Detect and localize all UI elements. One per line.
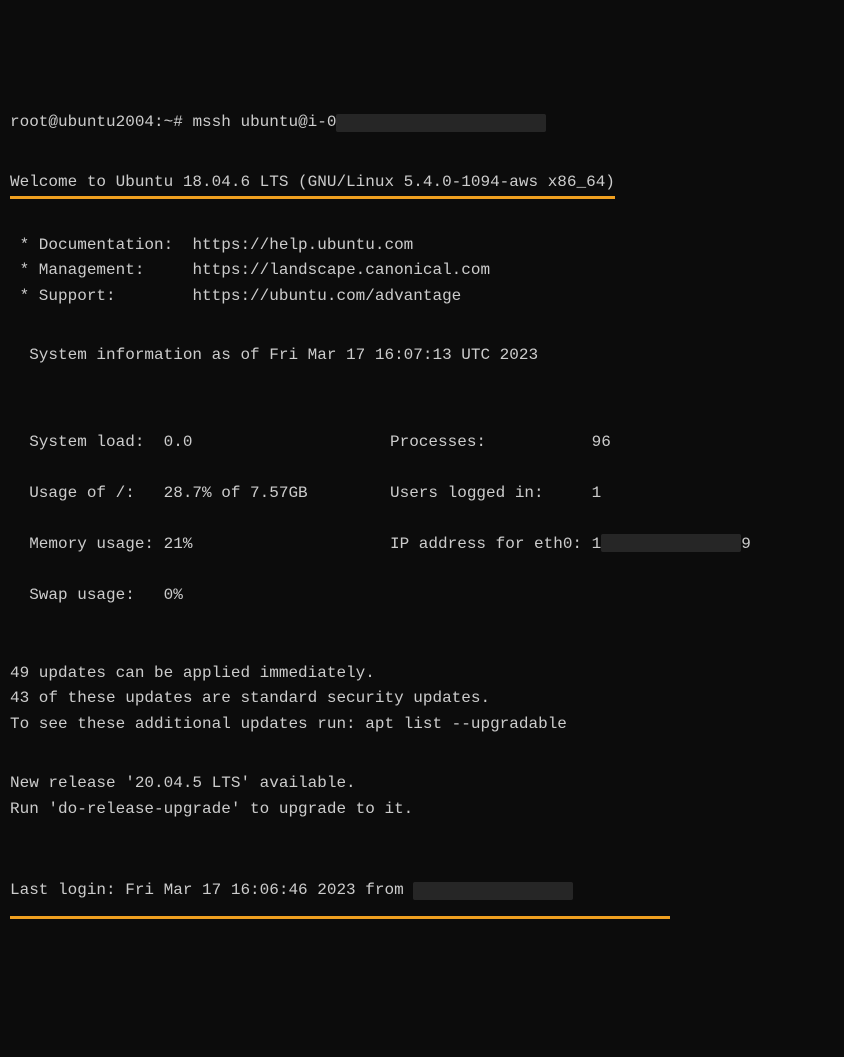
release-block: New release '20.04.5 LTS' available.Run … <box>10 771 834 822</box>
sysinfo-header: System information as of Fri Mar 17 16:0… <box>10 343 834 369</box>
ip-prefix: 1 <box>592 532 602 558</box>
proc-value: 96 <box>592 433 611 451</box>
prompt-user-host: root@ubuntu2004 <box>10 110 154 136</box>
usage-value: 28.7% of 7.57GB <box>164 484 308 502</box>
ip-suffix: 9 <box>741 532 751 558</box>
redacted-ip <box>601 534 741 552</box>
users-value: 1 <box>592 484 602 502</box>
updates-line-2: 43 of these updates are standard securit… <box>10 686 834 712</box>
links-block: * Documentation: https://help.ubuntu.com… <box>10 233 834 310</box>
swap-value: 0% <box>164 586 183 604</box>
doc-url: https://help.ubuntu.com <box>192 236 413 254</box>
updates-line-1: 49 updates can be applied immediately. <box>10 661 834 687</box>
stats-row-3: Memory usage: 21% IP address for eth0: 1 9 <box>10 532 834 558</box>
mem-label: Memory usage: <box>10 535 164 553</box>
prompt-path: :~# <box>154 110 183 136</box>
lastlogin-text: Last login: Fri Mar 17 16:06:46 2023 fro… <box>10 878 413 904</box>
welcome-line: Welcome to Ubuntu 18.04.6 LTS (GNU/Linux… <box>10 170 834 200</box>
release-line-2: Run 'do-release-upgrade' to upgrade to i… <box>10 797 834 823</box>
prompt-line: root@ubuntu2004:~# mssh ubuntu@i-0 <box>10 110 834 136</box>
redacted-instance-id <box>336 114 546 132</box>
support-label: * Support: <box>10 287 192 305</box>
stats-row-1: System load: 0.0 Processes: 96 <box>10 430 834 456</box>
swap-label: Swap usage: <box>10 586 164 604</box>
usage-label: Usage of /: <box>10 484 164 502</box>
mem-value: 21% <box>164 535 193 553</box>
stats-row-2: Usage of /: 28.7% of 7.57GB Users logged … <box>10 481 834 507</box>
mgmt-label: * Management: <box>10 261 192 279</box>
updates-block: 49 updates can be applied immediately.43… <box>10 661 834 738</box>
prompt-command: mssh ubuntu@i-0 <box>192 110 336 136</box>
proc-label: Processes: <box>390 433 592 451</box>
redacted-from-ip <box>413 882 573 900</box>
updates-line-3: To see these additional updates run: apt… <box>10 712 834 738</box>
lastlogin-underline <box>10 916 670 919</box>
doc-label: * Documentation: <box>10 236 192 254</box>
load-value: 0.0 <box>164 433 193 451</box>
release-line-1: New release '20.04.5 LTS' available. <box>10 771 834 797</box>
mgmt-url: https://landscape.canonical.com <box>192 261 490 279</box>
stats-row-4: Swap usage: 0% <box>10 583 834 609</box>
users-label: Users logged in: <box>390 484 592 502</box>
support-url: https://ubuntu.com/advantage <box>192 287 461 305</box>
welcome-text: Welcome to Ubuntu 18.04.6 LTS (GNU/Linux… <box>10 170 615 200</box>
lastlogin-block: Last login: Fri Mar 17 16:06:46 2023 fro… <box>10 878 834 929</box>
load-label: System load: <box>10 433 164 451</box>
ip-label: IP address for eth0: <box>390 532 592 558</box>
